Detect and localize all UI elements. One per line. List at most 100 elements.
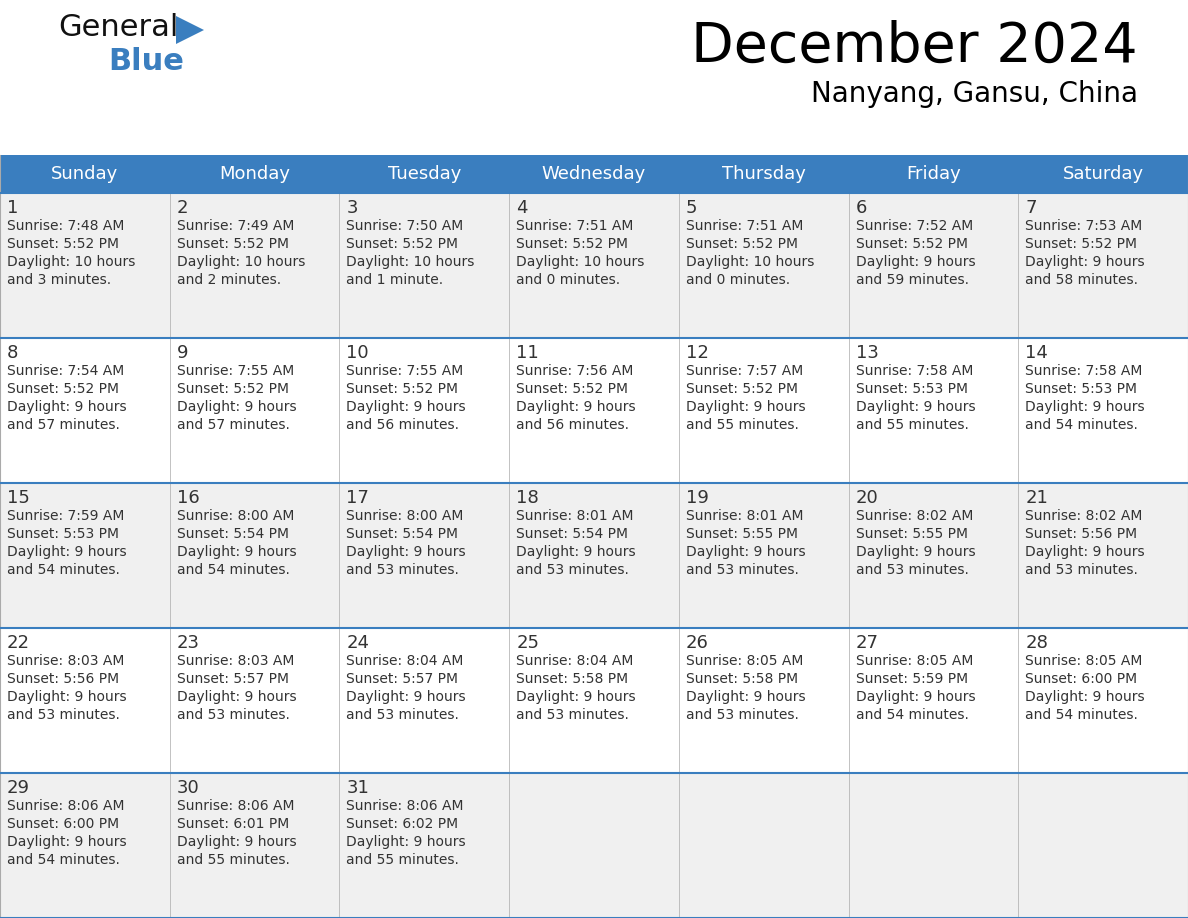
Text: 5: 5 [685, 199, 697, 217]
Text: Blue: Blue [108, 47, 184, 76]
Text: 6: 6 [855, 199, 867, 217]
Text: and 56 minutes.: and 56 minutes. [516, 418, 630, 432]
Text: Sunset: 5:52 PM: Sunset: 5:52 PM [177, 237, 289, 251]
Text: Sunrise: 8:05 AM: Sunrise: 8:05 AM [855, 654, 973, 668]
Text: 23: 23 [177, 634, 200, 652]
Text: Daylight: 9 hours: Daylight: 9 hours [347, 690, 466, 704]
Text: Saturday: Saturday [1062, 165, 1144, 183]
Text: and 56 minutes.: and 56 minutes. [347, 418, 460, 432]
Text: 14: 14 [1025, 344, 1048, 362]
Text: Tuesday: Tuesday [387, 165, 461, 183]
Text: Sunset: 5:52 PM: Sunset: 5:52 PM [347, 382, 459, 396]
Text: Sunrise: 8:01 AM: Sunrise: 8:01 AM [685, 509, 803, 523]
Text: Sunrise: 7:57 AM: Sunrise: 7:57 AM [685, 364, 803, 378]
Text: Sunset: 6:01 PM: Sunset: 6:01 PM [177, 817, 289, 831]
Text: and 57 minutes.: and 57 minutes. [7, 418, 120, 432]
Text: Sunrise: 7:58 AM: Sunrise: 7:58 AM [855, 364, 973, 378]
Text: Sunrise: 7:55 AM: Sunrise: 7:55 AM [177, 364, 293, 378]
Text: Sunset: 6:00 PM: Sunset: 6:00 PM [1025, 672, 1137, 686]
Text: and 54 minutes.: and 54 minutes. [177, 563, 290, 577]
Text: Sunset: 5:55 PM: Sunset: 5:55 PM [685, 527, 798, 541]
Bar [0, 155, 1188, 193]
Text: Sunrise: 7:52 AM: Sunrise: 7:52 AM [855, 219, 973, 233]
Text: Daylight: 10 hours: Daylight: 10 hours [516, 255, 645, 269]
Text: Daylight: 9 hours: Daylight: 9 hours [516, 400, 636, 414]
Text: Sunset: 5:52 PM: Sunset: 5:52 PM [855, 237, 967, 251]
Text: Sunset: 5:57 PM: Sunset: 5:57 PM [177, 672, 289, 686]
Text: and 53 minutes.: and 53 minutes. [516, 563, 628, 577]
Text: Daylight: 9 hours: Daylight: 9 hours [347, 545, 466, 559]
Text: and 55 minutes.: and 55 minutes. [177, 853, 290, 867]
Text: Daylight: 9 hours: Daylight: 9 hours [855, 400, 975, 414]
Text: 8: 8 [7, 344, 18, 362]
Text: Daylight: 9 hours: Daylight: 9 hours [855, 255, 975, 269]
Text: Daylight: 10 hours: Daylight: 10 hours [7, 255, 135, 269]
Text: 31: 31 [347, 779, 369, 797]
Text: Sunrise: 8:02 AM: Sunrise: 8:02 AM [1025, 509, 1143, 523]
Text: Sunset: 5:58 PM: Sunset: 5:58 PM [516, 672, 628, 686]
Text: and 2 minutes.: and 2 minutes. [177, 273, 280, 287]
Text: Sunrise: 7:55 AM: Sunrise: 7:55 AM [347, 364, 463, 378]
Text: Daylight: 9 hours: Daylight: 9 hours [177, 690, 296, 704]
Text: and 53 minutes.: and 53 minutes. [855, 563, 968, 577]
Text: Sunset: 5:54 PM: Sunset: 5:54 PM [177, 527, 289, 541]
Text: 25: 25 [516, 634, 539, 652]
Text: Friday: Friday [906, 165, 961, 183]
Text: and 58 minutes.: and 58 minutes. [1025, 273, 1138, 287]
Text: Sunrise: 7:51 AM: Sunrise: 7:51 AM [685, 219, 803, 233]
Text: 17: 17 [347, 489, 369, 507]
Text: and 53 minutes.: and 53 minutes. [7, 708, 120, 722]
Text: Thursday: Thursday [722, 165, 805, 183]
Text: and 53 minutes.: and 53 minutes. [177, 708, 290, 722]
Bar [0, 773, 1188, 918]
Text: Daylight: 9 hours: Daylight: 9 hours [1025, 400, 1145, 414]
Text: 15: 15 [7, 489, 30, 507]
Text: Daylight: 9 hours: Daylight: 9 hours [1025, 545, 1145, 559]
Text: Sunrise: 7:50 AM: Sunrise: 7:50 AM [347, 219, 463, 233]
Text: Sunset: 5:58 PM: Sunset: 5:58 PM [685, 672, 798, 686]
Text: Daylight: 9 hours: Daylight: 9 hours [7, 835, 127, 849]
Text: Daylight: 9 hours: Daylight: 9 hours [685, 545, 805, 559]
Bar [0, 483, 1188, 628]
Text: Daylight: 9 hours: Daylight: 9 hours [7, 545, 127, 559]
Text: Daylight: 9 hours: Daylight: 9 hours [347, 835, 466, 849]
Text: Daylight: 9 hours: Daylight: 9 hours [1025, 690, 1145, 704]
Text: Daylight: 9 hours: Daylight: 9 hours [855, 690, 975, 704]
Text: 4: 4 [516, 199, 527, 217]
Text: Sunrise: 7:58 AM: Sunrise: 7:58 AM [1025, 364, 1143, 378]
Text: and 55 minutes.: and 55 minutes. [347, 853, 460, 867]
Text: 21: 21 [1025, 489, 1048, 507]
Text: and 54 minutes.: and 54 minutes. [855, 708, 968, 722]
Text: Sunrise: 8:02 AM: Sunrise: 8:02 AM [855, 509, 973, 523]
Text: Daylight: 10 hours: Daylight: 10 hours [685, 255, 814, 269]
Text: and 55 minutes.: and 55 minutes. [685, 418, 798, 432]
Text: 27: 27 [855, 634, 879, 652]
Text: Sunrise: 8:01 AM: Sunrise: 8:01 AM [516, 509, 633, 523]
Text: Sunrise: 8:05 AM: Sunrise: 8:05 AM [685, 654, 803, 668]
Text: 12: 12 [685, 344, 709, 362]
Text: Sunset: 5:52 PM: Sunset: 5:52 PM [347, 237, 459, 251]
Text: 13: 13 [855, 344, 878, 362]
Text: Sunrise: 8:03 AM: Sunrise: 8:03 AM [177, 654, 295, 668]
Text: Sunset: 6:00 PM: Sunset: 6:00 PM [7, 817, 119, 831]
Text: Sunset: 5:56 PM: Sunset: 5:56 PM [1025, 527, 1137, 541]
Text: Sunrise: 8:00 AM: Sunrise: 8:00 AM [347, 509, 463, 523]
Text: and 53 minutes.: and 53 minutes. [1025, 563, 1138, 577]
Text: Daylight: 9 hours: Daylight: 9 hours [177, 400, 296, 414]
Text: Sunset: 5:52 PM: Sunset: 5:52 PM [7, 237, 119, 251]
Text: Sunset: 5:52 PM: Sunset: 5:52 PM [516, 237, 628, 251]
Text: Sunset: 5:52 PM: Sunset: 5:52 PM [1025, 237, 1137, 251]
Text: 11: 11 [516, 344, 539, 362]
Text: Daylight: 9 hours: Daylight: 9 hours [516, 545, 636, 559]
Text: 2: 2 [177, 199, 188, 217]
Text: Sunrise: 8:04 AM: Sunrise: 8:04 AM [516, 654, 633, 668]
Text: Daylight: 10 hours: Daylight: 10 hours [177, 255, 305, 269]
Text: 10: 10 [347, 344, 369, 362]
Text: Sunset: 5:55 PM: Sunset: 5:55 PM [855, 527, 967, 541]
Text: 9: 9 [177, 344, 188, 362]
Bar [0, 193, 1188, 338]
Text: 30: 30 [177, 779, 200, 797]
Text: 16: 16 [177, 489, 200, 507]
Bar [0, 628, 1188, 773]
Text: 3: 3 [347, 199, 358, 217]
